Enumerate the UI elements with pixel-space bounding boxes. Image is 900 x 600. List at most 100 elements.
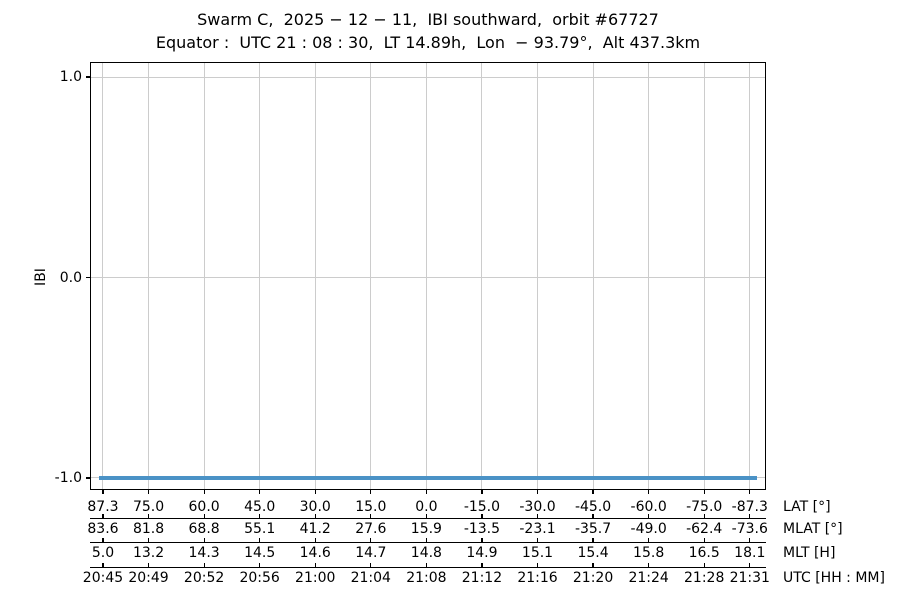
x-tick-label-lat: 60.0 bbox=[188, 499, 220, 515]
x-tick-mlat bbox=[592, 513, 594, 518]
y-tick-label: 0.0 bbox=[59, 269, 82, 286]
x-tick-label-mlat: -13.5 bbox=[463, 521, 501, 537]
x-tick-mlat bbox=[481, 513, 483, 518]
y-tick-label: 1.0 bbox=[59, 69, 82, 86]
x-tick-mlat bbox=[259, 513, 261, 518]
x-tick-label-mlt: 14.5 bbox=[244, 544, 276, 561]
x-tick-label-utc: 20:56 bbox=[239, 570, 280, 586]
x-tick-mlt bbox=[370, 537, 372, 542]
x-tick-label-mlat: -35.7 bbox=[574, 521, 612, 537]
x-tick-mlt bbox=[314, 537, 316, 542]
y-gridline bbox=[90, 76, 766, 78]
x-tick-mlat bbox=[370, 513, 372, 518]
x-tick-label-utc: 21:00 bbox=[295, 570, 336, 586]
x-gridline bbox=[148, 62, 150, 490]
x-tick-label-lat: 15.0 bbox=[355, 499, 387, 515]
x-tick-utc bbox=[536, 562, 539, 567]
x-tick-label-mlt: 14.8 bbox=[410, 544, 442, 561]
x-tick-label-mlat: -62.4 bbox=[686, 521, 723, 537]
x-tick-label-mlat: 27.6 bbox=[355, 521, 387, 537]
x-tick-lat bbox=[203, 490, 205, 494]
x-gridline bbox=[370, 62, 372, 490]
row-name-lat: LAT [°] bbox=[783, 499, 831, 515]
y-gridline bbox=[90, 277, 766, 278]
x-tick-utc bbox=[481, 562, 483, 567]
x-tick-lat bbox=[425, 490, 427, 494]
x-tick-label-mlt: 13.2 bbox=[132, 544, 165, 561]
x-tick-mlat bbox=[749, 513, 751, 518]
x-tick-lat bbox=[703, 490, 705, 494]
x-gridline bbox=[648, 62, 650, 490]
x-tick-label-utc: 20:52 bbox=[183, 570, 225, 586]
x-tick-lat bbox=[749, 490, 751, 494]
x-tick-mlat bbox=[314, 513, 316, 518]
x-tick-label-lat: -87.3 bbox=[731, 499, 768, 515]
x-tick-label-mlat: 55.1 bbox=[244, 521, 276, 537]
x-tick-label-lat: 87.3 bbox=[87, 499, 119, 515]
x-tick-label-mlat: 81.8 bbox=[132, 521, 165, 537]
x-tick-mlat bbox=[648, 513, 650, 518]
y-tick bbox=[85, 76, 90, 78]
x-tick-label-lat: -75.0 bbox=[686, 499, 723, 515]
x-tick-label-lat: 75.0 bbox=[132, 499, 165, 515]
x-tick-mlat bbox=[703, 513, 705, 518]
x-tick-label-mlt: 15.1 bbox=[521, 544, 554, 561]
x-tick-label-lat: -30.0 bbox=[519, 499, 556, 515]
x-tick-lat bbox=[314, 490, 316, 494]
x-tick-utc bbox=[147, 562, 150, 567]
x-tick-utc bbox=[425, 562, 427, 567]
x-gridline bbox=[102, 62, 104, 490]
x-tick-mlat bbox=[203, 513, 205, 518]
ibi-series-line bbox=[99, 475, 757, 480]
x-gridline bbox=[703, 62, 705, 490]
x-tick-utc bbox=[703, 562, 705, 567]
x-tick-label-mlt: 14.7 bbox=[355, 544, 387, 561]
x-tick-label-utc: 21:16 bbox=[517, 570, 558, 586]
x-tick-label-mlt: 14.6 bbox=[299, 544, 331, 561]
x-tick-mlt bbox=[425, 537, 427, 542]
axis-spine-mlat bbox=[90, 517, 766, 519]
x-gridline bbox=[203, 62, 205, 490]
x-tick-lat bbox=[147, 490, 150, 494]
x-tick-label-utc: 21:04 bbox=[350, 570, 391, 586]
x-tick-lat bbox=[481, 490, 483, 494]
x-tick-label-mlat: -73.6 bbox=[731, 521, 768, 537]
x-tick-label-lat: -15.0 bbox=[463, 499, 501, 515]
x-tick-utc bbox=[648, 562, 650, 567]
x-tick-label-mlat: 41.2 bbox=[299, 521, 331, 537]
x-gridline bbox=[481, 62, 483, 490]
x-tick-mlt bbox=[749, 537, 751, 542]
x-tick-label-utc: 20:49 bbox=[128, 570, 169, 586]
x-tick-utc bbox=[314, 562, 316, 567]
plot-area bbox=[90, 62, 766, 490]
y-tick bbox=[85, 276, 90, 279]
x-tick-label-mlat: 83.6 bbox=[87, 521, 119, 537]
x-gridline bbox=[259, 62, 261, 490]
x-tick-label-lat: 45.0 bbox=[244, 499, 276, 515]
x-gridline bbox=[314, 62, 316, 490]
x-tick-utc bbox=[259, 562, 261, 567]
chart-title: Swarm C, 2025 − 12 − 11, IBI southward, … bbox=[197, 10, 659, 29]
x-tick-lat bbox=[259, 490, 261, 494]
x-tick-utc bbox=[370, 562, 372, 567]
x-gridline bbox=[749, 62, 751, 490]
x-tick-label-utc: 21:12 bbox=[461, 570, 503, 586]
x-tick-mlt bbox=[147, 537, 150, 542]
y-tick-label: -1.0 bbox=[54, 469, 82, 486]
x-tick-mlat bbox=[102, 513, 104, 518]
x-tick-mlt bbox=[648, 537, 650, 542]
x-tick-mlt bbox=[592, 537, 594, 542]
x-tick-mlt bbox=[703, 537, 705, 542]
x-tick-label-lat: -45.0 bbox=[574, 499, 612, 515]
x-tick-mlt bbox=[259, 537, 261, 542]
x-tick-label-mlt: 15.8 bbox=[633, 544, 665, 561]
x-tick-label-utc: 21:08 bbox=[406, 570, 447, 586]
x-tick-label-lat: 30.0 bbox=[299, 499, 331, 515]
x-tick-mlat bbox=[425, 513, 427, 518]
axis-spine-utc bbox=[90, 566, 766, 568]
x-tick-lat bbox=[102, 490, 104, 494]
axis-spine-mlt bbox=[90, 541, 766, 543]
x-tick-label-mlat: -23.1 bbox=[519, 521, 556, 537]
x-tick-label-mlt: 16.5 bbox=[688, 544, 720, 561]
